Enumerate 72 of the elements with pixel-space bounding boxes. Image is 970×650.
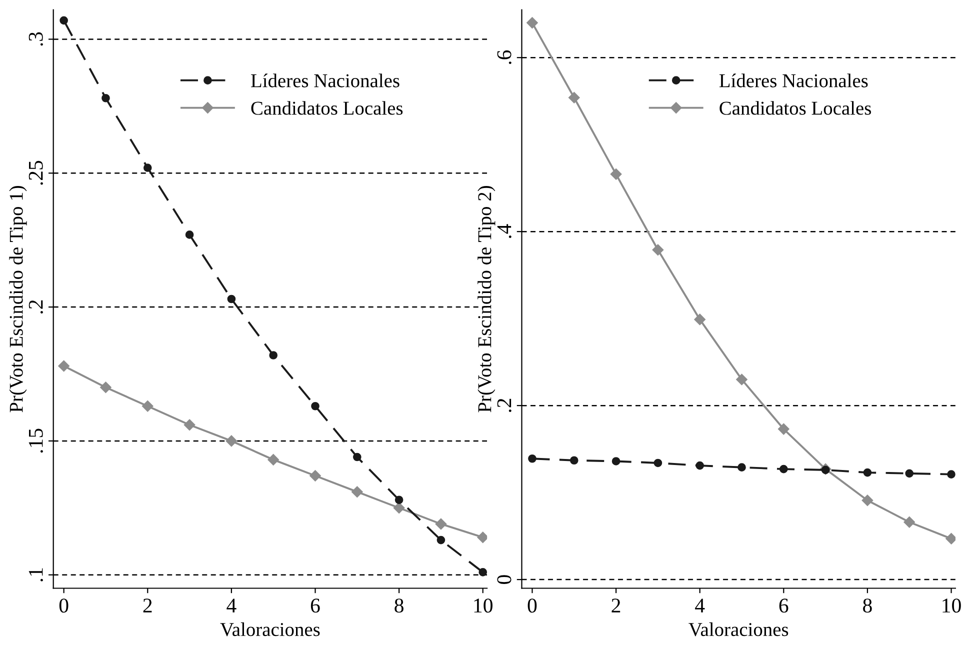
point: [143, 164, 152, 172]
point: [568, 92, 580, 104]
x-axis-title: Valoraciones: [220, 622, 320, 636]
y-tick-label: .6: [497, 50, 512, 64]
point: [947, 470, 956, 478]
point: [738, 463, 746, 472]
point: [142, 400, 154, 412]
point: [352, 452, 362, 462]
point: [946, 533, 956, 544]
x-tick-label: 10: [474, 598, 492, 613]
point: [778, 423, 790, 435]
point: [436, 536, 446, 544]
x-tick-label: 2: [612, 598, 620, 612]
x-tick-label: 6: [779, 598, 788, 613]
point: [394, 496, 404, 504]
point: [393, 502, 405, 514]
point: [570, 456, 578, 465]
point: [821, 466, 830, 474]
point: [610, 168, 622, 180]
x-tick-label: 8: [394, 598, 404, 613]
point: [311, 402, 320, 410]
x-tick-label: 2: [143, 598, 152, 612]
point: [477, 532, 488, 543]
x-tick-label: 4: [695, 598, 705, 612]
point: [435, 518, 447, 530]
point: [779, 464, 788, 474]
point: [310, 470, 321, 482]
x-tick-label: 0: [59, 598, 68, 613]
point: [905, 469, 914, 478]
point: [227, 294, 236, 304]
y-tick-label: .2: [28, 300, 43, 314]
point: [226, 435, 238, 447]
legend-label: Candidatos Locales: [720, 101, 871, 115]
legend-label: Líderes Nacionales: [719, 74, 868, 88]
point: [102, 94, 110, 102]
y-tick-label: .4: [497, 224, 512, 238]
x-axis-title: Valoraciones: [688, 622, 788, 636]
point: [185, 230, 194, 239]
legend-label: Líderes Nacionales: [251, 74, 400, 88]
point: [268, 454, 279, 466]
point: [863, 468, 872, 477]
y-tick-label: 0: [497, 575, 512, 584]
point: [352, 486, 363, 498]
point: [60, 16, 68, 25]
y-tick-label: .15: [28, 428, 43, 453]
x-tick-label: 10: [942, 598, 961, 613]
y-axis-title: Pr(Voto Escindido de Tipo 1): [9, 186, 27, 412]
point: [269, 351, 278, 360]
point: [528, 454, 536, 463]
point: [184, 419, 196, 430]
y-tick-label: .3: [28, 32, 43, 46]
point: [612, 457, 620, 466]
x-tick-label: 4: [226, 598, 236, 612]
point: [526, 17, 538, 28]
y-tick-label: .1: [28, 568, 43, 582]
x-tick-label: 0: [528, 598, 537, 613]
point: [694, 314, 706, 326]
y-tick-label: .25: [28, 160, 43, 185]
legend-label: Candidatos Locales: [251, 101, 403, 115]
point: [654, 458, 662, 468]
y-axis-title: Pr(Voto Escindido de Tipo 2): [478, 186, 496, 412]
point: [58, 360, 70, 372]
point: [904, 516, 915, 528]
point: [478, 568, 488, 576]
y-tick-label: .2: [497, 398, 512, 412]
point: [100, 382, 112, 393]
point: [862, 494, 874, 506]
point: [736, 374, 748, 386]
point: [696, 461, 704, 470]
x-tick-label: 6: [310, 598, 320, 613]
point: [652, 244, 664, 256]
x-tick-label: 8: [863, 598, 872, 613]
